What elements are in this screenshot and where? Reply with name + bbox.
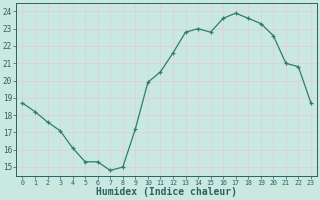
- X-axis label: Humidex (Indice chaleur): Humidex (Indice chaleur): [96, 187, 237, 197]
